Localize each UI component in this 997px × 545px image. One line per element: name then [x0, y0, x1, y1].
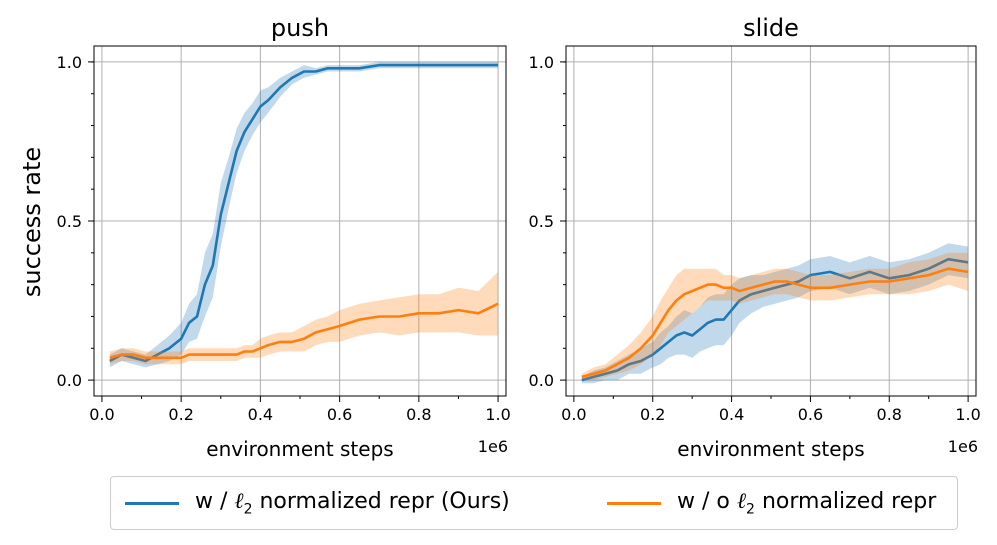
- y-tick-label: 1.0: [529, 53, 554, 72]
- x-offset-label: 1e6: [948, 437, 978, 456]
- y-tick-label: 1.0: [57, 53, 82, 72]
- x-tick-label: 0.6: [798, 405, 823, 424]
- line-ours: [109, 63, 499, 363]
- legend: w / ℓ2 normalized repr (Ours) w / o ℓ2 n…: [110, 476, 958, 530]
- x-axis-label: environment steps: [677, 437, 864, 461]
- y-tick-label: 0.0: [57, 371, 82, 390]
- legend-item-ours: w / ℓ2 normalized repr (Ours): [125, 477, 510, 529]
- legend-label-baseline: w / o ℓ2 normalized repr: [677, 489, 937, 518]
- band-baseline: [581, 252, 969, 381]
- x-tick-label: 0.0: [561, 405, 586, 424]
- y-tick-label: 0.5: [529, 212, 554, 231]
- x-tick-label: 0.4: [248, 405, 273, 424]
- y-tick-label: 0.0: [529, 371, 554, 390]
- legend-swatch-baseline: [607, 501, 661, 505]
- x-tick-label: 0.6: [327, 405, 352, 424]
- x-tick-label: 0.2: [168, 405, 193, 424]
- x-axis-label: environment steps: [206, 437, 393, 461]
- line-baseline: [109, 302, 499, 360]
- y-tick-label: 0.5: [57, 212, 82, 231]
- axes-frame: [565, 45, 977, 397]
- legend-swatch-ours: [125, 501, 179, 505]
- y-axis-label: success rate: [18, 147, 46, 297]
- x-offset-label: 1e6: [478, 437, 508, 456]
- x-tick-label: 1.0: [955, 405, 980, 424]
- x-tick-label: 1.0: [485, 405, 510, 424]
- line-baseline: [581, 267, 969, 379]
- x-tick-label: 0.0: [89, 405, 114, 424]
- legend-label-ours: w / ℓ2 normalized repr (Ours): [195, 489, 510, 518]
- panel-slide: 0.0 0.2 0.4 0.6 0.8 1.0 0.0 0.5 1.0 slide environm…: [529, 14, 981, 461]
- x-tick-label: 0.8: [877, 405, 902, 424]
- chart-title: slide: [743, 14, 799, 42]
- legend-item-baseline: w / o ℓ2 normalized repr: [607, 477, 936, 529]
- panel-push: 0.0 0.2 0.4 0.6 0.8 1.0 0.0 0.5 1.0 push environme…: [57, 14, 511, 461]
- chart-title: push: [271, 14, 329, 42]
- x-tick-label: 0.8: [406, 405, 431, 424]
- line-ours: [581, 257, 969, 382]
- x-tick-label: 0.4: [719, 405, 744, 424]
- band-baseline: [109, 271, 499, 365]
- band-ours: [109, 61, 499, 368]
- band-ours: [581, 243, 969, 384]
- axes-frame: [93, 45, 507, 397]
- x-tick-label: 0.2: [640, 405, 665, 424]
